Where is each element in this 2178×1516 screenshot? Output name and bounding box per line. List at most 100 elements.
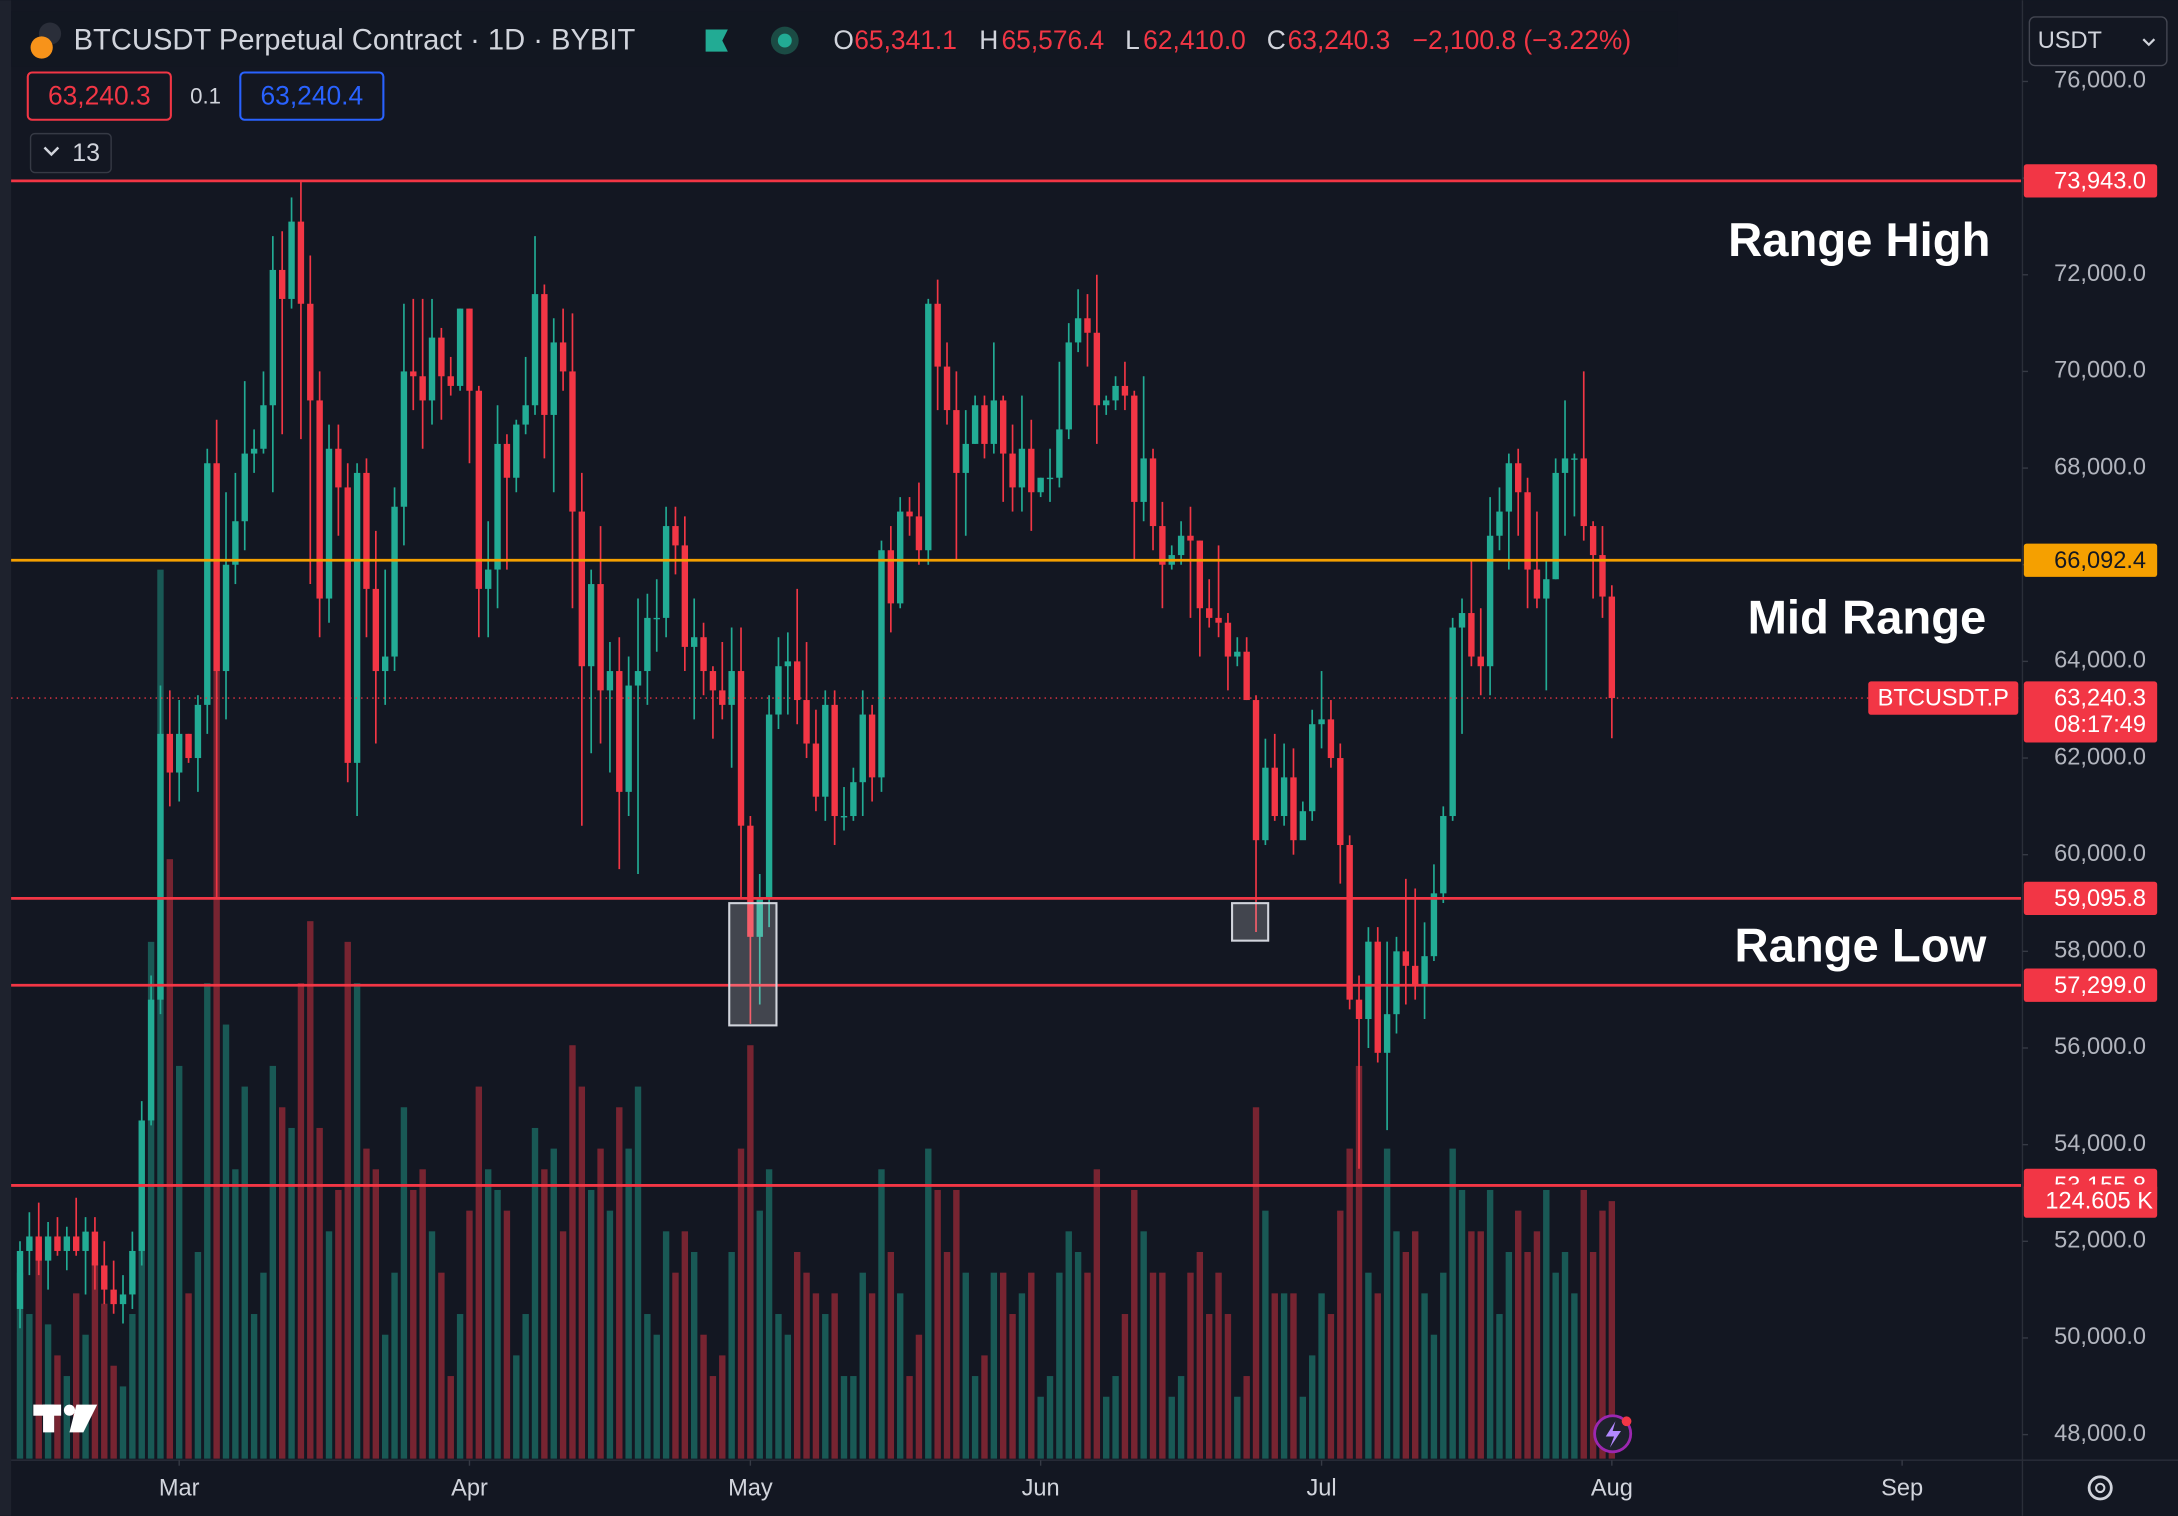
volume-bar xyxy=(812,1293,820,1459)
volume-bar xyxy=(307,921,314,1459)
highlight-box xyxy=(728,902,778,1027)
volume-bar xyxy=(775,1314,782,1459)
candle-layer xyxy=(16,180,1616,1329)
level-tag xyxy=(2023,968,2158,1002)
candle-body xyxy=(1206,608,1213,618)
candle-body xyxy=(1112,385,1119,401)
volume-bar xyxy=(119,1386,127,1459)
volume-bar xyxy=(1393,1231,1400,1459)
candle-body xyxy=(1131,395,1138,502)
candle-body xyxy=(1271,767,1278,817)
volume-bar xyxy=(1121,1314,1129,1459)
left-edge xyxy=(0,0,12,1516)
candle-body xyxy=(391,506,398,657)
candle-body xyxy=(503,443,511,478)
x-tick-label: May xyxy=(728,1476,773,1502)
candle-body xyxy=(250,448,258,454)
buy-button[interactable] xyxy=(239,71,385,121)
candle-body xyxy=(1589,526,1597,556)
ohlc-key: C xyxy=(1267,25,1286,55)
candle-body xyxy=(307,303,314,401)
price-tag xyxy=(2023,681,2158,743)
candle-body xyxy=(1290,777,1297,841)
status-dot xyxy=(777,33,792,48)
sell-button[interactable] xyxy=(26,71,172,121)
tradingview-logo[interactable] xyxy=(33,1404,98,1433)
volume-bar xyxy=(747,1045,754,1459)
volume-bar xyxy=(850,1376,857,1459)
volume-bar xyxy=(1608,1201,1616,1459)
volume-tag-label: 124.605 K xyxy=(2045,1189,2153,1215)
volume-bar xyxy=(616,1107,623,1459)
candle-body xyxy=(316,400,323,599)
price-tag-label: 63,240.3 xyxy=(2054,686,2146,712)
candle-body xyxy=(803,700,810,744)
volume-bar xyxy=(1280,1293,1288,1459)
y-tick-label: 52,000.0 xyxy=(2054,1228,2146,1254)
volume-bar xyxy=(681,1231,689,1459)
volume-bar xyxy=(1533,1231,1541,1459)
volume-bar xyxy=(1599,1210,1606,1459)
candle-body xyxy=(1187,535,1194,541)
volume-bar xyxy=(513,1355,520,1459)
volume-bar xyxy=(1505,1251,1513,1459)
currency-select[interactable] xyxy=(2028,16,2168,67)
candle-body xyxy=(868,714,876,778)
currency: USDT xyxy=(2038,28,2102,54)
volume-bar xyxy=(1196,1251,1204,1459)
volume-bar xyxy=(840,1376,848,1459)
volume-bar xyxy=(1561,1251,1569,1459)
volume-bar xyxy=(1290,1293,1297,1459)
volume-bar xyxy=(428,1231,436,1459)
volume-bar xyxy=(419,1169,426,1459)
level-tag xyxy=(2023,164,2158,198)
indicator-toggle[interactable] xyxy=(29,132,112,174)
candle-body xyxy=(1000,400,1007,454)
candle-body xyxy=(1477,656,1484,667)
candle-body xyxy=(1383,1014,1391,1053)
x-tick-label: Mar xyxy=(159,1476,200,1502)
candle-body xyxy=(597,584,604,691)
candle-body xyxy=(934,303,941,367)
volume-bar xyxy=(822,1314,829,1459)
candle-body xyxy=(822,704,829,797)
candle-body xyxy=(775,666,782,715)
volume-bar xyxy=(1187,1272,1194,1459)
volume-bar xyxy=(1589,1251,1597,1459)
symbol-icon[interactable] xyxy=(30,36,53,59)
candle-body xyxy=(1468,613,1475,657)
candle-body xyxy=(1028,448,1035,493)
candle-body xyxy=(166,733,174,773)
x-tick-label: Apr xyxy=(451,1476,488,1502)
y-tick-label: 68,000.0 xyxy=(2054,454,2146,480)
y-tick-label: 70,000.0 xyxy=(2054,358,2146,384)
settings-button[interactable] xyxy=(2087,1475,2113,1501)
volume-bar xyxy=(475,1086,483,1459)
volume-bar xyxy=(756,1210,763,1459)
volume-bar xyxy=(569,1045,576,1459)
volume-bar xyxy=(1458,1189,1466,1459)
volume-bar xyxy=(138,1210,145,1459)
candle-body xyxy=(494,443,501,570)
volume-bar xyxy=(1262,1210,1269,1459)
symbol-title[interactable]: BTCUSDT Perpetual Contract · 1D · BYBIT xyxy=(74,25,636,57)
candle-body xyxy=(672,526,679,546)
candle-body xyxy=(119,1294,127,1305)
candle-body xyxy=(260,405,267,449)
axis-layer: 48,000.0 50,000.0 52,000.0 54,000.0 56,000.0… xyxy=(159,68,2146,1502)
volume-bar xyxy=(1234,1396,1241,1459)
candle-body xyxy=(588,584,595,667)
ohlc-key: L xyxy=(1125,25,1140,55)
flag-icon[interactable] xyxy=(705,29,728,52)
candle-body xyxy=(850,782,857,817)
volume-bar xyxy=(1515,1210,1522,1459)
volume-bar xyxy=(410,1189,417,1459)
y-tick-label: 50,000.0 xyxy=(2054,1324,2146,1350)
candle-body xyxy=(1430,893,1438,957)
candle-body xyxy=(288,221,295,299)
candle-body xyxy=(569,371,576,512)
volume-bar xyxy=(63,1376,71,1459)
volume-bar xyxy=(1131,1189,1138,1459)
volume-bar xyxy=(1552,1272,1559,1459)
